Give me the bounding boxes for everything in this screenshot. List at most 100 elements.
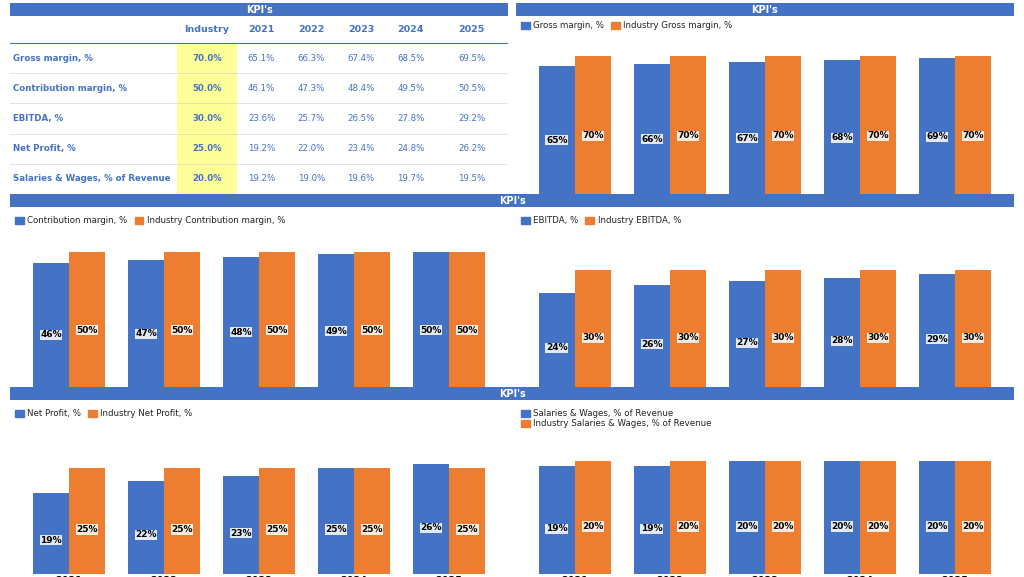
Text: 2021: 2021 [249,25,274,34]
Text: 69.5%: 69.5% [458,54,485,62]
Text: 23.6%: 23.6% [248,114,275,123]
Bar [860,461,896,574]
Bar [69,468,105,574]
Text: 46%: 46% [40,330,61,339]
Bar [164,468,200,574]
Bar [634,286,670,387]
Bar [860,270,896,387]
Bar [223,477,259,574]
Text: 50%: 50% [171,325,193,335]
Text: 2022: 2022 [298,25,325,34]
Bar [69,252,105,387]
Text: KPI's: KPI's [752,5,778,14]
Text: 48%: 48% [230,328,252,337]
Bar [128,481,164,574]
Bar [539,293,574,387]
Bar [729,461,765,574]
Bar [729,282,765,387]
Bar [574,270,611,387]
Text: 50.5%: 50.5% [458,84,485,93]
Text: Industry: Industry [184,25,229,34]
Text: 25.7%: 25.7% [298,114,325,123]
Bar [539,66,574,194]
Legend: Salaries & Wages, % of Revenue, Industry Salaries & Wages, % of Revenue: Salaries & Wages, % of Revenue, Industry… [520,409,713,429]
Bar [729,62,765,194]
Bar [765,461,801,574]
Bar [318,254,354,387]
Text: 30%: 30% [867,333,889,342]
Text: 70%: 70% [867,132,889,140]
Text: 27.8%: 27.8% [397,114,425,123]
Legend: Gross margin, %, Industry Gross margin, %: Gross margin, %, Industry Gross margin, … [520,21,733,31]
Text: 22.0%: 22.0% [298,144,325,153]
Text: 49%: 49% [326,327,347,336]
Text: 25.0%: 25.0% [193,144,221,153]
Text: 67.4%: 67.4% [347,54,375,62]
Bar [177,73,237,103]
Bar [354,468,390,574]
Text: 25%: 25% [266,525,288,534]
Text: EBITDA, %: EBITDA, % [12,114,62,123]
Text: 2023: 2023 [348,25,374,34]
Bar [33,493,69,574]
Text: 29%: 29% [926,335,948,344]
Bar [177,43,237,73]
Text: 68.5%: 68.5% [397,54,425,62]
Text: 50%: 50% [361,325,383,335]
Bar [33,263,69,387]
Text: 19.2%: 19.2% [248,174,275,183]
Text: 65%: 65% [546,136,567,145]
Text: 20%: 20% [927,522,947,531]
Text: 30%: 30% [772,333,794,342]
Bar [955,56,991,194]
Bar [318,468,354,574]
Text: KPI's: KPI's [499,196,525,205]
Bar [634,63,670,194]
Text: 50%: 50% [266,325,288,335]
Text: 23%: 23% [230,529,252,538]
Legend: EBITDA, %, Industry EBITDA, %: EBITDA, %, Industry EBITDA, % [520,216,682,226]
Bar [955,461,991,574]
Text: 19.6%: 19.6% [347,174,375,183]
Text: 26.2%: 26.2% [458,144,485,153]
Text: 30%: 30% [963,333,984,342]
Text: 70.0%: 70.0% [191,54,221,62]
Bar [765,56,801,194]
Text: 26.5%: 26.5% [347,114,375,123]
Text: 26%: 26% [641,340,663,349]
Text: Salaries & Wages, % of Revenue: Salaries & Wages, % of Revenue [12,174,170,183]
Bar [860,56,896,194]
Bar [574,56,611,194]
Text: 20%: 20% [963,522,984,531]
Legend: Net Profit, %, Industry Net Profit, %: Net Profit, %, Industry Net Profit, % [14,409,194,419]
Text: 49.5%: 49.5% [397,84,425,93]
Text: 25%: 25% [457,525,478,534]
Bar [824,60,860,194]
Bar [354,252,390,387]
Bar [919,461,955,574]
Text: 19.5%: 19.5% [458,174,485,183]
Text: 20%: 20% [583,522,603,531]
Text: 30%: 30% [583,333,603,342]
Bar [164,252,200,387]
Text: 50.0%: 50.0% [193,84,221,93]
Text: 20.0%: 20.0% [193,174,221,183]
Text: 28%: 28% [831,336,853,346]
Text: 20%: 20% [677,522,698,531]
Bar [223,257,259,387]
Text: 25%: 25% [361,525,383,534]
Text: 70%: 70% [582,132,603,140]
Text: 2025: 2025 [459,25,485,34]
Bar [259,252,295,387]
Text: 66.3%: 66.3% [298,54,325,62]
Text: 70%: 70% [963,132,984,140]
Bar [919,58,955,194]
Text: KPI's: KPI's [499,389,525,399]
Text: 70%: 70% [677,132,698,140]
Text: 20%: 20% [831,522,853,531]
Text: 24%: 24% [546,343,567,352]
Text: 19.0%: 19.0% [298,174,325,183]
Text: 23.4%: 23.4% [347,144,375,153]
Text: 19.2%: 19.2% [248,144,275,153]
Bar [450,468,485,574]
